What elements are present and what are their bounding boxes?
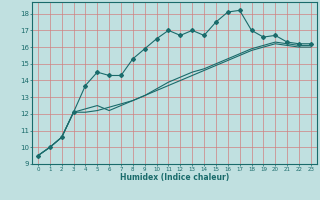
X-axis label: Humidex (Indice chaleur): Humidex (Indice chaleur) (120, 173, 229, 182)
